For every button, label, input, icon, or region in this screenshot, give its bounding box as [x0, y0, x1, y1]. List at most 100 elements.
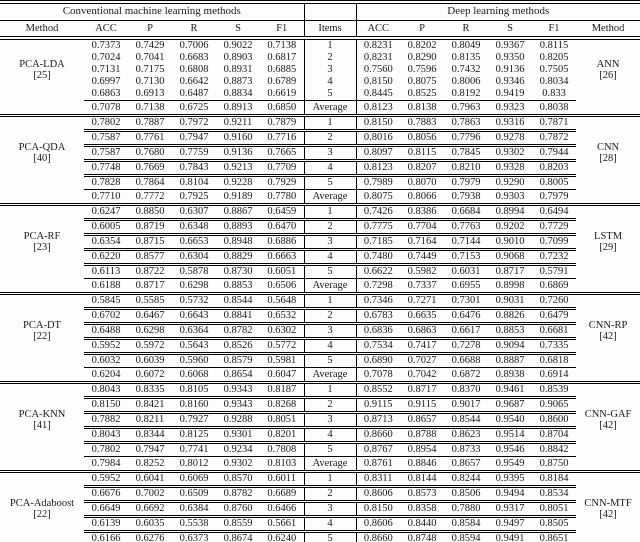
metric-value: 0.7808	[260, 441, 305, 457]
average-metric-value: 0.6725	[172, 100, 216, 116]
metric-value: 0.6663	[260, 248, 305, 265]
metric-value: 0.8722	[128, 263, 172, 279]
metric-value: 0.9228	[216, 174, 260, 190]
metric-value: 0.8850	[128, 203, 172, 220]
average-metric-value: 0.8654	[216, 367, 260, 383]
average-metric-value: 0.6188	[84, 278, 128, 294]
method-column-empty	[0, 457, 84, 472]
col-header-f1-left: F1	[260, 20, 305, 40]
metric-value: 0.8606	[356, 515, 401, 532]
average-label: Average	[303, 367, 357, 383]
item-number: 5	[303, 441, 357, 457]
metric-value: 0.8826	[488, 307, 533, 324]
item-number: 4	[303, 515, 357, 532]
method-reference: [41]	[33, 420, 51, 432]
metric-value: 0.7131	[91, 64, 121, 76]
metric-value: 0.7947	[128, 441, 172, 457]
metric-value: 0.8788	[400, 426, 445, 443]
metric-value: 0.8559	[216, 515, 260, 532]
data-row: 0.6113 0.8722 0.5878 0.8730 0.6051 5 0.6622 0.5…	[0, 263, 640, 279]
metric-value: 0.9491	[488, 530, 533, 542]
section-title-conventional: Conventional machine learning methods	[0, 2, 305, 21]
metric-value: 0.8867	[216, 203, 260, 220]
average-row: 0.7078 0.7138 0.6725 0.8913 0.6850 Average 0.8…	[0, 100, 640, 116]
metric-value: 0.8051	[532, 500, 577, 517]
average-metric-value: 0.8066	[400, 189, 445, 205]
metric-value: 0.9540	[488, 411, 533, 428]
metric-value: 0.5643	[172, 337, 216, 354]
metric-value: 0.8873	[223, 76, 253, 88]
col-header-s-right: S	[488, 20, 533, 40]
average-metric-value: 0.8252	[128, 456, 172, 472]
data-row: 0.7587 0.7680 0.7759 0.9136 0.7665 3 0.8097 0.8…	[0, 144, 640, 161]
method-label: CNN-RP	[588, 319, 628, 331]
metric-value: 0.8150	[356, 500, 401, 517]
metric-value: 0.6364	[172, 322, 216, 339]
item-number: 5	[303, 174, 357, 190]
metric-value: 0.5878	[172, 263, 216, 279]
metric-value: 0.8544	[216, 292, 260, 309]
metric-value: 0.9514	[488, 426, 533, 443]
metric-value: 0.8043	[84, 381, 128, 398]
metric-value: 0.7138	[267, 40, 297, 52]
metric-value: 0.6689	[260, 485, 305, 502]
metric-value: 0.7871	[532, 114, 577, 131]
metric-value: 0.8006	[451, 76, 481, 88]
metric-value: 0.9136	[216, 144, 260, 161]
metric-value: 0.6818	[532, 352, 577, 368]
metric-value: 0.7534	[356, 337, 401, 354]
metric-value: 0.8203	[532, 159, 577, 176]
metric-value: 0.8767	[356, 441, 401, 457]
metric-value: 0.6789	[267, 76, 297, 88]
metric-value: 0.8903	[223, 52, 253, 64]
metric-value: 0.5981	[260, 352, 305, 368]
metric-value: 0.8717	[488, 263, 533, 279]
metric-value: 0.6466	[260, 500, 305, 517]
metric-value: 0.8231	[363, 40, 393, 52]
method-reference: [22]	[33, 331, 51, 343]
metric-value: 0.6617	[444, 322, 489, 339]
data-row: 0.6354 0.8715 0.6653 0.8948 0.6886 3 0.7185 0.7…	[0, 233, 640, 250]
average-metric-value: 0.8938	[488, 367, 533, 383]
metric-value: 0.6702	[84, 307, 128, 324]
metric-value: 0.7927	[172, 411, 216, 428]
metric-value: 0.9022	[223, 40, 253, 52]
metric-value: 0.8445	[363, 88, 393, 100]
metric-value: 0.8070	[400, 174, 445, 190]
item-number: 1	[303, 292, 357, 309]
item-number: 2	[303, 129, 357, 146]
metric-value: 0.8123	[356, 159, 401, 176]
method-reference: [23]	[33, 242, 51, 254]
metric-value: 0.7232	[532, 248, 577, 265]
metric-value: 0.7680	[128, 144, 172, 161]
metric-value: 0.8674	[216, 530, 260, 542]
metric-value: 0.6032	[84, 352, 128, 368]
table-header: Conventional machine learning methods De…	[0, 2, 640, 40]
method-name-left: PCA-LDA [25]	[0, 38, 84, 101]
metric-value: 0.8290	[407, 52, 437, 64]
average-label: Average	[303, 100, 357, 116]
average-metric-value: 0.9303	[488, 189, 533, 205]
metric-value: 0.6681	[532, 322, 577, 339]
method-column-empty	[0, 279, 84, 294]
metric-value: 0.6298	[128, 322, 172, 339]
metric-value: 0.9328	[488, 159, 533, 176]
metric-value: 0.7709	[260, 159, 305, 176]
metric-value: 0.7185	[356, 233, 401, 250]
metric-value: 0.8049	[451, 40, 481, 52]
average-metric-value: 0.8103	[260, 456, 305, 472]
data-row: 0.7131 0.7175 0.6808 0.8931 0.6885 3 0.7560 0.7…	[0, 64, 640, 76]
metric-value: 0.8144	[400, 470, 445, 487]
metric-value: 0.7944	[532, 144, 577, 161]
metric-value: 0.7761	[128, 129, 172, 146]
metric-value: 0.6348	[172, 218, 216, 235]
method-name-left: PCA-KNN [41]	[0, 381, 84, 457]
metric-value: 0.6467	[128, 307, 172, 324]
metric-value: 0.8931	[223, 64, 253, 76]
metric-value: 0.5982	[400, 263, 445, 279]
metric-value: 0.8135	[451, 52, 481, 64]
item-number: 4	[303, 337, 357, 354]
metric-value: 0.5952	[84, 337, 128, 354]
metric-value: 0.8733	[444, 441, 489, 457]
